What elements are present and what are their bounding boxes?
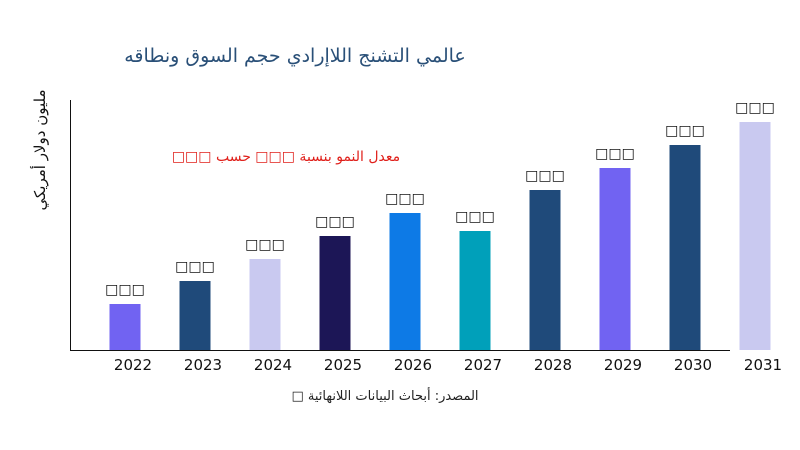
x-tick-2030: 2030: [674, 356, 712, 374]
bar-2028: [529, 190, 561, 350]
data-label-2024: □□□: [245, 237, 285, 253]
data-label-2027: □□□: [455, 209, 495, 225]
bar-2030: [669, 145, 701, 350]
x-tick-2025: 2025: [324, 356, 362, 374]
growth-annotation: معدل النمو بنسبة □□□ حسب □□□: [172, 149, 400, 165]
chart-title: عالمي التشنج اللاإرادي حجم السوق ونطاقه: [124, 45, 466, 68]
data-label-2029: □□□: [595, 146, 635, 162]
x-tick-2022: 2022: [114, 356, 152, 374]
data-label-2026: □□□: [385, 191, 425, 207]
bar-2022: [109, 304, 141, 350]
x-tick-2029: 2029: [604, 356, 642, 374]
y-axis-label: مليون دولار أمريكي: [30, 90, 50, 211]
bar-2029: [599, 168, 631, 350]
data-label-2028: □□□: [525, 168, 565, 184]
data-label-2030: □□□: [665, 123, 705, 139]
data-label-2031: □□□: [735, 100, 775, 116]
bar-2025: [319, 236, 351, 350]
x-tick-2028: 2028: [534, 356, 572, 374]
x-tick-2023: 2023: [184, 356, 222, 374]
x-tick-2027: 2027: [464, 356, 502, 374]
x-tick-2031: 2031: [744, 356, 782, 374]
bar-2031: [739, 122, 771, 350]
data-label-2025: □□□: [315, 214, 355, 230]
x-tick-2024: 2024: [254, 356, 292, 374]
source-note: المصدر: أبحاث البيانات اللانهائية □: [291, 387, 478, 404]
data-label-2023: □□□: [175, 259, 215, 275]
bar-2026: [389, 213, 421, 350]
bar-2023: [179, 281, 211, 350]
data-label-2022: □□□: [105, 282, 145, 298]
x-tick-2026: 2026: [394, 356, 432, 374]
bar-2024: [249, 259, 281, 350]
bar-2027: [459, 231, 491, 350]
